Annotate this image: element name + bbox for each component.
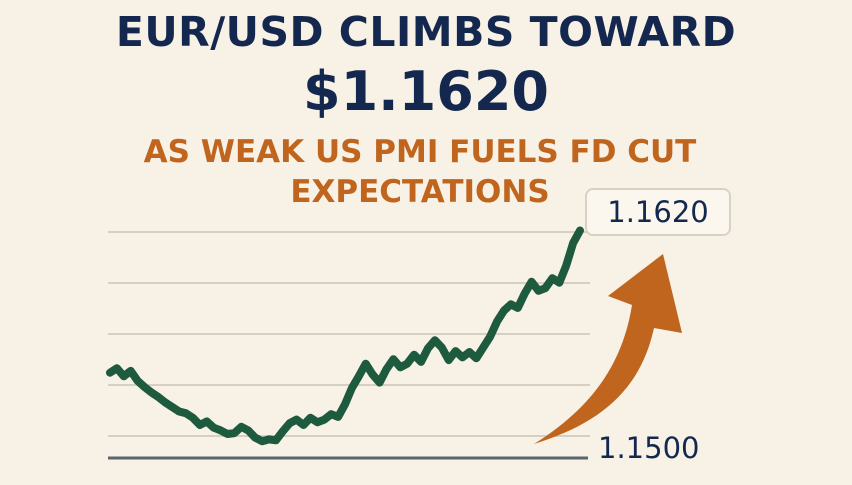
- end-value-badge: 1.1620: [585, 188, 731, 236]
- price-line: [106, 226, 584, 446]
- end-value-label: 1.1620: [607, 195, 709, 229]
- trend-arrow-icon: [534, 254, 682, 444]
- page-title-price: $1.1620: [303, 60, 549, 123]
- page-subtitle: AS WEAK US PMI FUELS FD CUT EXPECTATIONS: [143, 134, 697, 210]
- base-value-label: 1.1500: [598, 431, 700, 465]
- page-title-line1: EUR/USD CLIMBS TOWARD: [115, 8, 737, 56]
- grid-lines: [108, 231, 590, 437]
